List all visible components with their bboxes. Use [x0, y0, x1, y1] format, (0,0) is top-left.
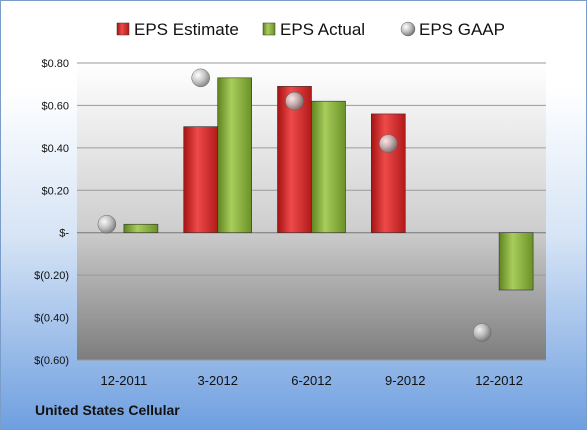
y-axis: $0.80 $0.60 $0.40 $0.20 $- $(0.20) $(0.40) $(0.…	[34, 58, 69, 367]
eps-estimate-bar	[370, 113, 406, 234]
eps-actual-legend-swatch	[262, 22, 276, 36]
legend-label: EPS Estimate	[134, 20, 239, 39]
legend: EPS Estimate EPS Actual EPS GAAP	[116, 20, 505, 39]
bars	[123, 77, 534, 291]
eps-gaap-point	[472, 323, 492, 342]
eps-gaap-point	[379, 134, 398, 153]
eps-actual-bar	[123, 223, 159, 234]
y-tick-label: $-	[59, 228, 69, 240]
x-tick-label: 12-2012	[475, 373, 523, 388]
eps-estimate-bar	[183, 126, 218, 234]
x-tick-label: 9-2012	[385, 373, 425, 388]
y-tick-label: $(0.60)	[34, 355, 69, 367]
x-tick-label: 12-2011	[101, 373, 148, 388]
legend-label: EPS Actual	[280, 20, 365, 39]
y-tick-label: $0.60	[41, 100, 69, 112]
eps-actual-bar	[498, 232, 534, 291]
eps-actual-bar	[217, 77, 252, 234]
legend-label: EPS GAAP	[419, 20, 505, 39]
y-tick-label: $0.80	[41, 58, 69, 70]
y-tick-label: $0.20	[41, 185, 69, 197]
y-tick-label: $0.40	[41, 143, 69, 155]
company-name: United States Cellular	[35, 402, 180, 418]
x-tick-label: 3-2012	[197, 373, 237, 388]
eps-gaap-point	[285, 91, 304, 111]
y-tick-label: $(0.20)	[34, 270, 69, 282]
x-axis: 12-2011 3-2012 6-2012 9-2012 12-2012	[101, 373, 523, 388]
eps-actual-bar	[311, 100, 346, 234]
eps-estimate-legend-swatch	[116, 22, 130, 36]
gaap-points	[97, 68, 492, 342]
eps-gaap-point	[97, 214, 117, 234]
eps-gaap-legend-swatch	[400, 21, 416, 37]
eps-estimate-bar	[277, 86, 312, 234]
eps-gaap-point	[191, 68, 210, 88]
x-tick-label: 6-2012	[291, 373, 331, 388]
y-tick-label: $(0.40)	[34, 313, 69, 325]
